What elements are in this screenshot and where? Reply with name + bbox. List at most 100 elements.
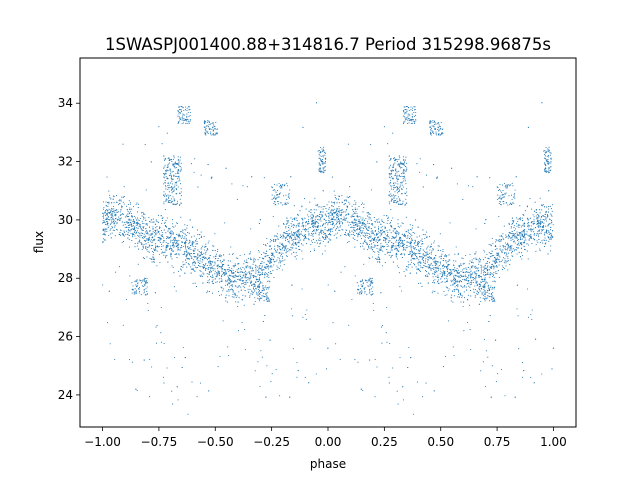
data-point (171, 230, 173, 232)
data-point (386, 222, 388, 225)
data-point (541, 102, 543, 104)
data-point (132, 225, 134, 227)
data-point (498, 264, 500, 266)
data-point (125, 298, 127, 301)
data-point (459, 280, 461, 282)
data-point (215, 276, 217, 278)
data-point (285, 223, 287, 225)
data-point (352, 210, 355, 213)
data-point (313, 209, 315, 211)
data-point (457, 289, 459, 291)
data-point (549, 229, 552, 231)
data-point (493, 280, 495, 282)
data-point (312, 234, 314, 236)
data-point (306, 309, 308, 311)
data-point (424, 275, 427, 277)
data-point (263, 243, 265, 245)
data-point (445, 260, 447, 262)
data-point (336, 202, 338, 204)
data-point (160, 238, 162, 240)
data-point (475, 258, 477, 261)
data-point (526, 231, 528, 233)
data-point (286, 233, 288, 235)
data-point (305, 225, 307, 227)
data-point (328, 238, 330, 240)
data-point (147, 233, 149, 235)
data-point (154, 238, 156, 240)
data-point (258, 251, 260, 253)
data-point (500, 235, 503, 237)
data-point (505, 252, 508, 254)
data-point (524, 210, 526, 212)
data-point (519, 205, 521, 207)
data-point (412, 413, 414, 415)
data-point (545, 225, 547, 227)
data-point (314, 226, 316, 228)
data-point (268, 266, 270, 268)
data-point (465, 254, 467, 257)
data-point (123, 230, 125, 232)
data-point (227, 264, 229, 266)
data-point (547, 253, 549, 255)
data-point (455, 275, 457, 277)
data-point (549, 232, 551, 234)
data-point (526, 225, 529, 227)
data-point (109, 343, 111, 345)
data-point (147, 302, 149, 305)
data-point (312, 235, 314, 237)
data-point (419, 261, 421, 263)
data-point (246, 272, 248, 274)
data-point (476, 280, 478, 282)
data-point (539, 248, 541, 250)
data-point (404, 275, 406, 277)
data-point (475, 228, 477, 230)
data-point (308, 239, 310, 241)
data-point (103, 207, 105, 209)
data-point (121, 196, 123, 198)
data-point (440, 250, 442, 252)
data-point (490, 272, 492, 274)
data-point (367, 211, 370, 213)
data-point (410, 242, 412, 244)
data-point (305, 237, 307, 239)
data-point (375, 234, 377, 237)
data-point (263, 177, 265, 179)
data-point (193, 171, 195, 173)
data-point (385, 238, 387, 240)
data-point (102, 201, 105, 203)
data-point (344, 220, 346, 222)
data-point (377, 221, 379, 223)
data-point (512, 220, 514, 222)
data-point (177, 243, 179, 245)
data-point (257, 266, 259, 268)
data-point (422, 396, 424, 398)
data-point (364, 224, 366, 226)
data-point (484, 277, 486, 279)
data-point (190, 244, 192, 247)
data-point (325, 214, 327, 216)
data-point (181, 234, 183, 237)
data-point (281, 260, 283, 262)
data-point (165, 238, 168, 240)
data-point (184, 236, 186, 238)
data-point (185, 255, 187, 258)
data-point (339, 221, 341, 223)
data-point (171, 390, 173, 392)
data-point (395, 231, 397, 233)
data-point (472, 186, 474, 188)
data-point (201, 266, 203, 268)
data-point (452, 275, 454, 277)
data-point (143, 216, 145, 218)
data-point (457, 269, 460, 271)
data-point (495, 260, 497, 262)
data-point (270, 262, 272, 264)
data-point (374, 245, 376, 247)
data-point (463, 330, 465, 332)
data-point (462, 305, 464, 308)
data-point (442, 275, 444, 277)
data-point (437, 261, 439, 263)
data-point (434, 271, 436, 273)
data-point (170, 247, 172, 249)
data-point (323, 238, 325, 241)
data-point (234, 292, 236, 294)
